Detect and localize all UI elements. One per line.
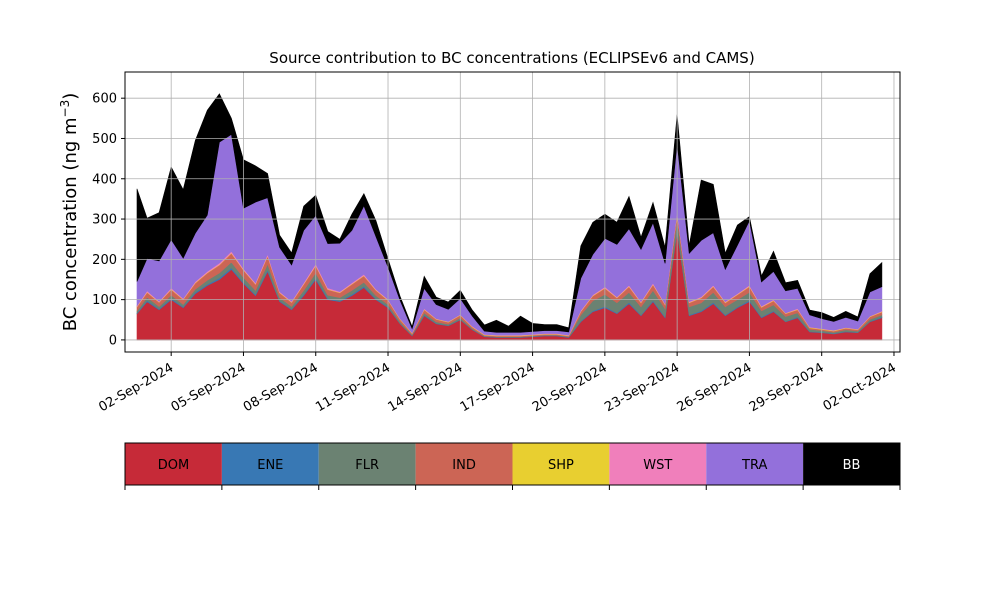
legend-swatch-ene <box>221 443 319 485</box>
x-tick-label: 20-Sep-2024 <box>530 360 610 415</box>
x-tick-label: 08-Sep-2024 <box>241 360 321 415</box>
x-tick-label: 26-Sep-2024 <box>675 360 755 415</box>
y-axis-label: BC concentration (ng m−3) <box>58 93 81 332</box>
y-tick-label: 200 <box>92 253 117 268</box>
legend-swatch-flr <box>318 443 416 485</box>
legend-frame <box>124 442 901 486</box>
y-axis: 0 100 200 300 400 500 600 <box>92 92 125 348</box>
y-axis-label-sup: −3 <box>58 100 72 118</box>
legend-swatch-dom <box>125 443 222 485</box>
x-tick-label: 14-Sep-2024 <box>385 360 465 415</box>
x-tick-label: 29-Sep-2024 <box>747 360 827 415</box>
legend-label-ind: IND <box>452 458 476 473</box>
legend-label-shp: SHP <box>548 458 574 473</box>
y-tick-label: 400 <box>92 172 117 187</box>
chart-title: Source contribution to BC concentrations… <box>269 49 754 67</box>
y-axis-label-main: BC concentration (ng m <box>60 117 81 331</box>
legend-swatch-bb <box>803 443 900 485</box>
legend-label-flr: FLR <box>355 458 379 473</box>
legend: DOM ENE FLR IND SHP WST TRA BB <box>124 442 901 490</box>
y-tick-label: 100 <box>92 293 117 308</box>
legend-swatch-ind <box>415 443 513 485</box>
legend-swatch-wst <box>609 443 707 485</box>
x-tick-label: 11-Sep-2024 <box>313 360 393 415</box>
x-tick-label: 05-Sep-2024 <box>169 360 249 415</box>
legend-label-wst: WST <box>643 458 672 473</box>
x-axis: 02-Sep-202405-Sep-202408-Sep-202411-Sep-… <box>96 352 899 415</box>
legend-label-dom: DOM <box>158 458 189 473</box>
plot-grid <box>125 72 900 352</box>
legend-label-bb: BB <box>843 458 861 473</box>
x-tick-label: 02-Oct-2024 <box>821 360 899 414</box>
x-tick-label: 17-Sep-2024 <box>458 360 538 415</box>
y-tick-label: 300 <box>92 213 117 228</box>
legend-swatch-tra <box>706 443 804 485</box>
x-tick-label: 02-Sep-2024 <box>96 360 176 415</box>
y-tick-label: 500 <box>92 132 117 147</box>
y-tick-label: 600 <box>92 92 117 107</box>
legend-label-ene: ENE <box>257 458 283 473</box>
legend-label-tra: TRA <box>741 458 767 473</box>
x-tick-label: 23-Sep-2024 <box>602 360 682 415</box>
plot-areas <box>136 93 883 341</box>
y-axis-label-close: ) <box>60 93 81 100</box>
legend-swatch-shp <box>512 443 610 485</box>
plot-frame <box>124 71 901 353</box>
y-tick-label: 0 <box>109 333 117 348</box>
